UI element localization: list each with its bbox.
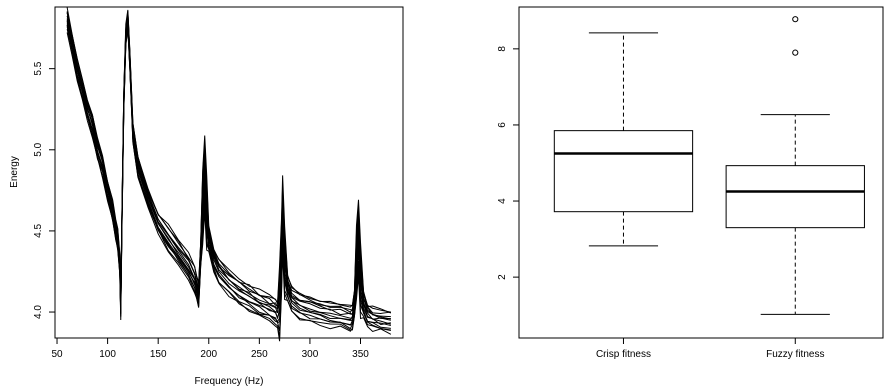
- outlier-point: [792, 49, 799, 56]
- series-line: [66, 25, 391, 332]
- boxes: [553, 16, 865, 315]
- category-label: Crisp fitness: [596, 349, 651, 360]
- series-line: [66, 12, 391, 318]
- energy-frequency-plot: 50 100 150 200 250 300 350 4.0 4.5 5.0 5.5 Freque…: [9, 6, 404, 387]
- y-tick-label: 4.5: [33, 224, 44, 238]
- box-fuzzy: [725, 16, 865, 315]
- series-lines: [66, 7, 392, 342]
- fitness-boxplot: Crisp fitness Fuzzy fitness 2 4 6 8: [497, 6, 884, 360]
- x-tick-label: 50: [51, 349, 63, 360]
- outlier-point: [792, 16, 799, 23]
- y-tick-label: 2: [497, 274, 508, 280]
- plot-frame: [518, 6, 884, 339]
- box-crisp: [553, 32, 694, 247]
- y-axis: 2 4 6 8: [497, 46, 519, 280]
- series-line: [66, 7, 392, 314]
- y-tick-label: 5.5: [33, 61, 44, 75]
- y-tick-label: 5.0: [33, 142, 44, 156]
- series-line: [66, 29, 392, 342]
- interquartile-box: [725, 165, 865, 229]
- series-line: [66, 26, 391, 338]
- series-line: [66, 19, 392, 325]
- x-tick-label: 150: [150, 349, 167, 360]
- x-tick-label: 200: [200, 349, 217, 360]
- series-line: [66, 11, 391, 313]
- y-axis-label: Energy: [9, 156, 20, 188]
- x-axis: 50 100 150 200 250 300 350: [51, 338, 369, 360]
- y-axis: 4.0 4.5 5.0 5.5: [33, 61, 55, 319]
- y-tick-label: 4.0: [33, 305, 44, 319]
- x-axis: Crisp fitness Fuzzy fitness: [596, 338, 824, 360]
- x-tick-label: 300: [302, 349, 319, 360]
- x-tick-label: 250: [251, 349, 268, 360]
- series-line: [66, 17, 391, 321]
- x-axis-label: Frequency (Hz): [195, 376, 264, 387]
- interquartile-box: [553, 130, 694, 213]
- category-label: Fuzzy fitness: [766, 349, 824, 360]
- series-line: [66, 23, 391, 329]
- y-tick-label: 8: [497, 46, 508, 52]
- series-line: [66, 18, 391, 320]
- y-tick-label: 6: [497, 122, 508, 128]
- series-line: [66, 11, 391, 314]
- x-tick-label: 350: [352, 349, 369, 360]
- x-tick-label: 100: [99, 349, 116, 360]
- series-line: [66, 21, 391, 327]
- plot-frame: [54, 6, 404, 339]
- y-tick-label: 4: [497, 198, 508, 204]
